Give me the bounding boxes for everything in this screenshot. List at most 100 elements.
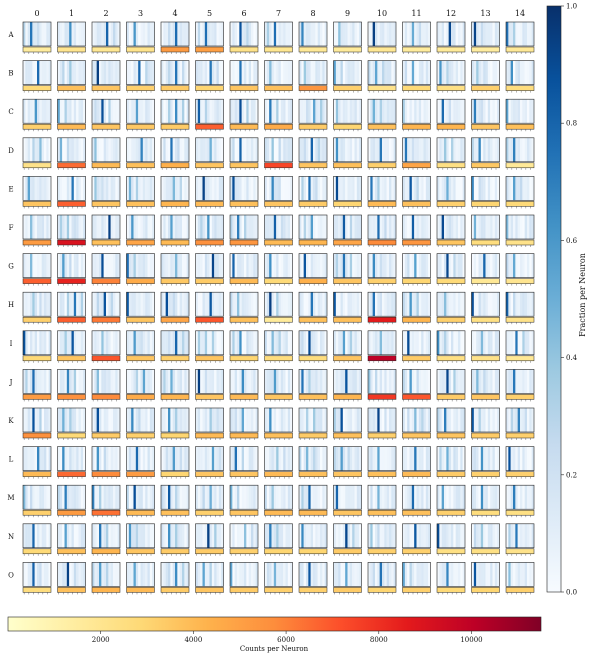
fraction-bin xyxy=(142,22,146,46)
fraction-bin xyxy=(71,215,74,239)
fraction-bin xyxy=(113,99,116,124)
column-label: 9 xyxy=(345,9,350,18)
fraction-bin xyxy=(138,99,141,124)
fraction-bin xyxy=(177,446,180,471)
fraction-bin xyxy=(418,253,422,278)
neuron-cell xyxy=(22,369,52,402)
fraction-bin xyxy=(278,408,281,432)
fraction-bin xyxy=(527,330,530,355)
fraction-bin xyxy=(335,292,339,317)
count-bar xyxy=(471,394,500,400)
fraction-bin xyxy=(177,215,180,239)
fraction-bin xyxy=(333,562,336,587)
fraction-bin xyxy=(221,253,224,278)
fraction-bin xyxy=(92,137,95,162)
fraction-bin xyxy=(404,446,408,471)
fraction-bin xyxy=(126,408,129,432)
fraction-bin xyxy=(62,22,65,46)
cell-frame xyxy=(436,446,466,471)
fraction-bin xyxy=(460,330,463,355)
fraction-bin xyxy=(441,99,445,124)
neuron-cell xyxy=(333,214,362,247)
fraction-bin xyxy=(492,253,495,278)
neuron-cell xyxy=(505,60,535,93)
count-bar xyxy=(333,278,362,284)
count-bar xyxy=(160,239,190,246)
fraction-bin xyxy=(135,562,139,587)
fraction-bin xyxy=(221,408,224,432)
count-bar xyxy=(160,123,190,130)
fraction-bin xyxy=(25,562,28,587)
fraction-bin xyxy=(280,176,284,201)
cell-frame xyxy=(22,137,52,163)
count-bar xyxy=(57,85,86,91)
neuron-cell xyxy=(22,446,52,479)
fraction-bin xyxy=(186,215,190,239)
fraction-bin xyxy=(142,137,146,162)
fraction-bin xyxy=(287,253,291,278)
fraction-bin xyxy=(115,137,118,162)
fraction-bin xyxy=(99,215,102,239)
fraction-bin xyxy=(133,292,136,317)
fraction-bin xyxy=(513,330,516,355)
fraction-bin xyxy=(522,176,525,201)
fraction-bin xyxy=(182,22,185,46)
fraction-bin xyxy=(345,253,348,278)
fraction-bin xyxy=(313,330,316,355)
fraction-bin xyxy=(508,253,511,278)
fraction-bin xyxy=(404,22,408,46)
fraction-bin xyxy=(46,369,49,394)
fraction-bin xyxy=(506,369,509,394)
fraction-bin xyxy=(460,176,463,201)
fraction-bin xyxy=(451,60,454,85)
fraction-bin xyxy=(476,330,479,355)
fraction-bin xyxy=(283,446,286,471)
fraction-bin xyxy=(244,369,247,394)
fraction-bin xyxy=(483,562,486,587)
cell-frame xyxy=(436,60,466,85)
fraction-bin xyxy=(99,60,102,85)
fraction-bin xyxy=(333,446,336,471)
count-bar xyxy=(57,46,86,53)
fraction-bin xyxy=(133,446,136,471)
cell-frame xyxy=(160,137,190,163)
count-bar xyxy=(298,201,328,207)
fraction-bin xyxy=(39,408,42,432)
fraction-bin xyxy=(340,330,343,355)
fraction-bin xyxy=(425,215,429,239)
fraction-bin xyxy=(303,408,307,432)
cell-frame xyxy=(298,562,328,587)
fraction-bin xyxy=(384,137,387,162)
count-bar xyxy=(195,355,224,362)
count-bar xyxy=(367,394,397,400)
fraction-bin xyxy=(202,562,205,587)
fraction-bin xyxy=(30,22,33,46)
fraction-bin xyxy=(342,485,346,510)
fraction-bin xyxy=(368,253,371,278)
fraction-bin xyxy=(416,562,419,587)
fraction-bin xyxy=(83,215,86,239)
fraction-bin xyxy=(251,253,254,278)
fraction-bin xyxy=(354,369,357,394)
fraction-bin xyxy=(384,330,387,355)
neuron-cell xyxy=(264,369,293,402)
fraction-bin xyxy=(368,292,371,317)
fraction-bin xyxy=(83,369,86,394)
fraction-bin xyxy=(149,485,153,510)
fraction-bin xyxy=(46,330,49,355)
fraction-bin xyxy=(439,176,442,201)
fraction-bin xyxy=(271,485,274,510)
count-bar xyxy=(91,509,121,516)
fraction-bin xyxy=(108,562,111,587)
neuron-cell xyxy=(471,562,500,595)
fraction-bin xyxy=(266,253,270,278)
count-bar xyxy=(91,123,121,130)
fraction-bin xyxy=(444,99,447,124)
fraction-bin xyxy=(94,215,97,239)
counts-tick-label: 6000 xyxy=(277,636,295,644)
neuron-cell xyxy=(91,176,121,209)
fraction-bin xyxy=(133,330,136,355)
fraction-bin xyxy=(375,137,378,162)
count-bar xyxy=(298,85,328,91)
fraction-bin xyxy=(473,215,477,239)
